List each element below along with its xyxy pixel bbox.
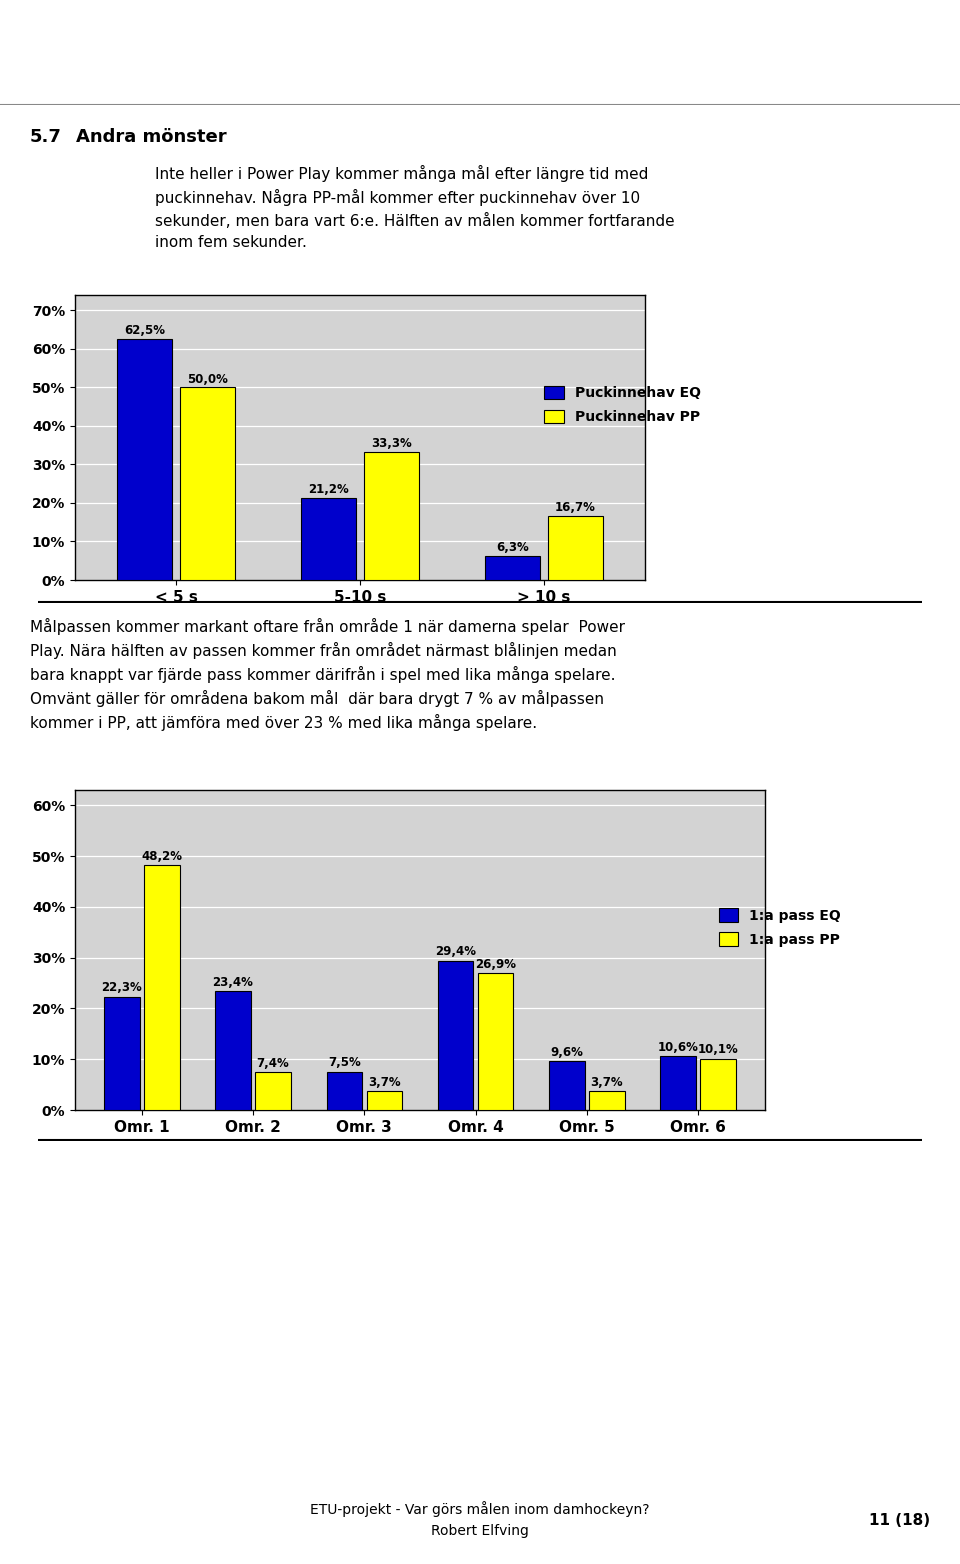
Text: Robert Elfving: Robert Elfving (431, 1525, 529, 1539)
Text: 26,9%: 26,9% (475, 957, 516, 971)
Text: 7,5%: 7,5% (328, 1056, 361, 1070)
Bar (367, 1092, 402, 1110)
Text: 10,6%: 10,6% (658, 1040, 699, 1054)
Text: 33,3%: 33,3% (371, 436, 412, 450)
Bar (326, 1071, 362, 1110)
Text: Målpassen kommer markant oftare från område 1 när damerna spelar  Power
Play. Nä: Målpassen kommer markant oftare från omr… (30, 618, 625, 730)
Bar (180, 388, 235, 580)
Bar (438, 960, 473, 1110)
Bar (301, 499, 356, 580)
Text: 22,3%: 22,3% (102, 981, 142, 995)
Bar (104, 996, 139, 1110)
Bar (255, 1073, 291, 1110)
Text: 29,4%: 29,4% (435, 945, 476, 959)
Text: 11 (18): 11 (18) (869, 1512, 930, 1528)
Text: Andra mönster: Andra mönster (76, 128, 227, 147)
Legend: 1:a pass EQ, 1:a pass PP: 1:a pass EQ, 1:a pass PP (710, 899, 850, 956)
Text: 5.7: 5.7 (30, 128, 61, 147)
Text: Inte heller i Power Play kommer många mål efter längre tid med
puckinnehav. Någr: Inte heller i Power Play kommer många må… (155, 164, 675, 250)
Bar (485, 555, 540, 580)
Text: 50,0%: 50,0% (187, 372, 228, 385)
Bar (660, 1056, 696, 1110)
Text: 48,2%: 48,2% (141, 849, 182, 863)
Text: 3,7%: 3,7% (368, 1076, 400, 1089)
Bar (215, 992, 251, 1110)
Bar (364, 452, 419, 580)
Text: 62,5%: 62,5% (125, 324, 165, 338)
Text: 9,6%: 9,6% (550, 1046, 584, 1059)
Bar (589, 1092, 625, 1110)
Bar (549, 1062, 585, 1110)
Legend: Puckinnehav EQ, Puckinnehav PP: Puckinnehav EQ, Puckinnehav PP (536, 377, 709, 433)
Text: 7,4%: 7,4% (256, 1057, 290, 1070)
Bar (701, 1059, 736, 1110)
Text: 16,7%: 16,7% (555, 500, 595, 513)
Bar (478, 973, 514, 1110)
Text: 23,4%: 23,4% (212, 976, 253, 988)
Bar (117, 339, 173, 580)
Text: 6,3%: 6,3% (496, 541, 529, 554)
Text: 10,1%: 10,1% (698, 1043, 738, 1056)
Bar (144, 865, 180, 1110)
Text: ETU-projekt - Var görs målen inom damhockeyn?: ETU-projekt - Var görs målen inom damhoc… (310, 1501, 650, 1517)
Bar (547, 516, 603, 580)
Text: 3,7%: 3,7% (590, 1076, 623, 1089)
Text: 21,2%: 21,2% (308, 483, 349, 496)
